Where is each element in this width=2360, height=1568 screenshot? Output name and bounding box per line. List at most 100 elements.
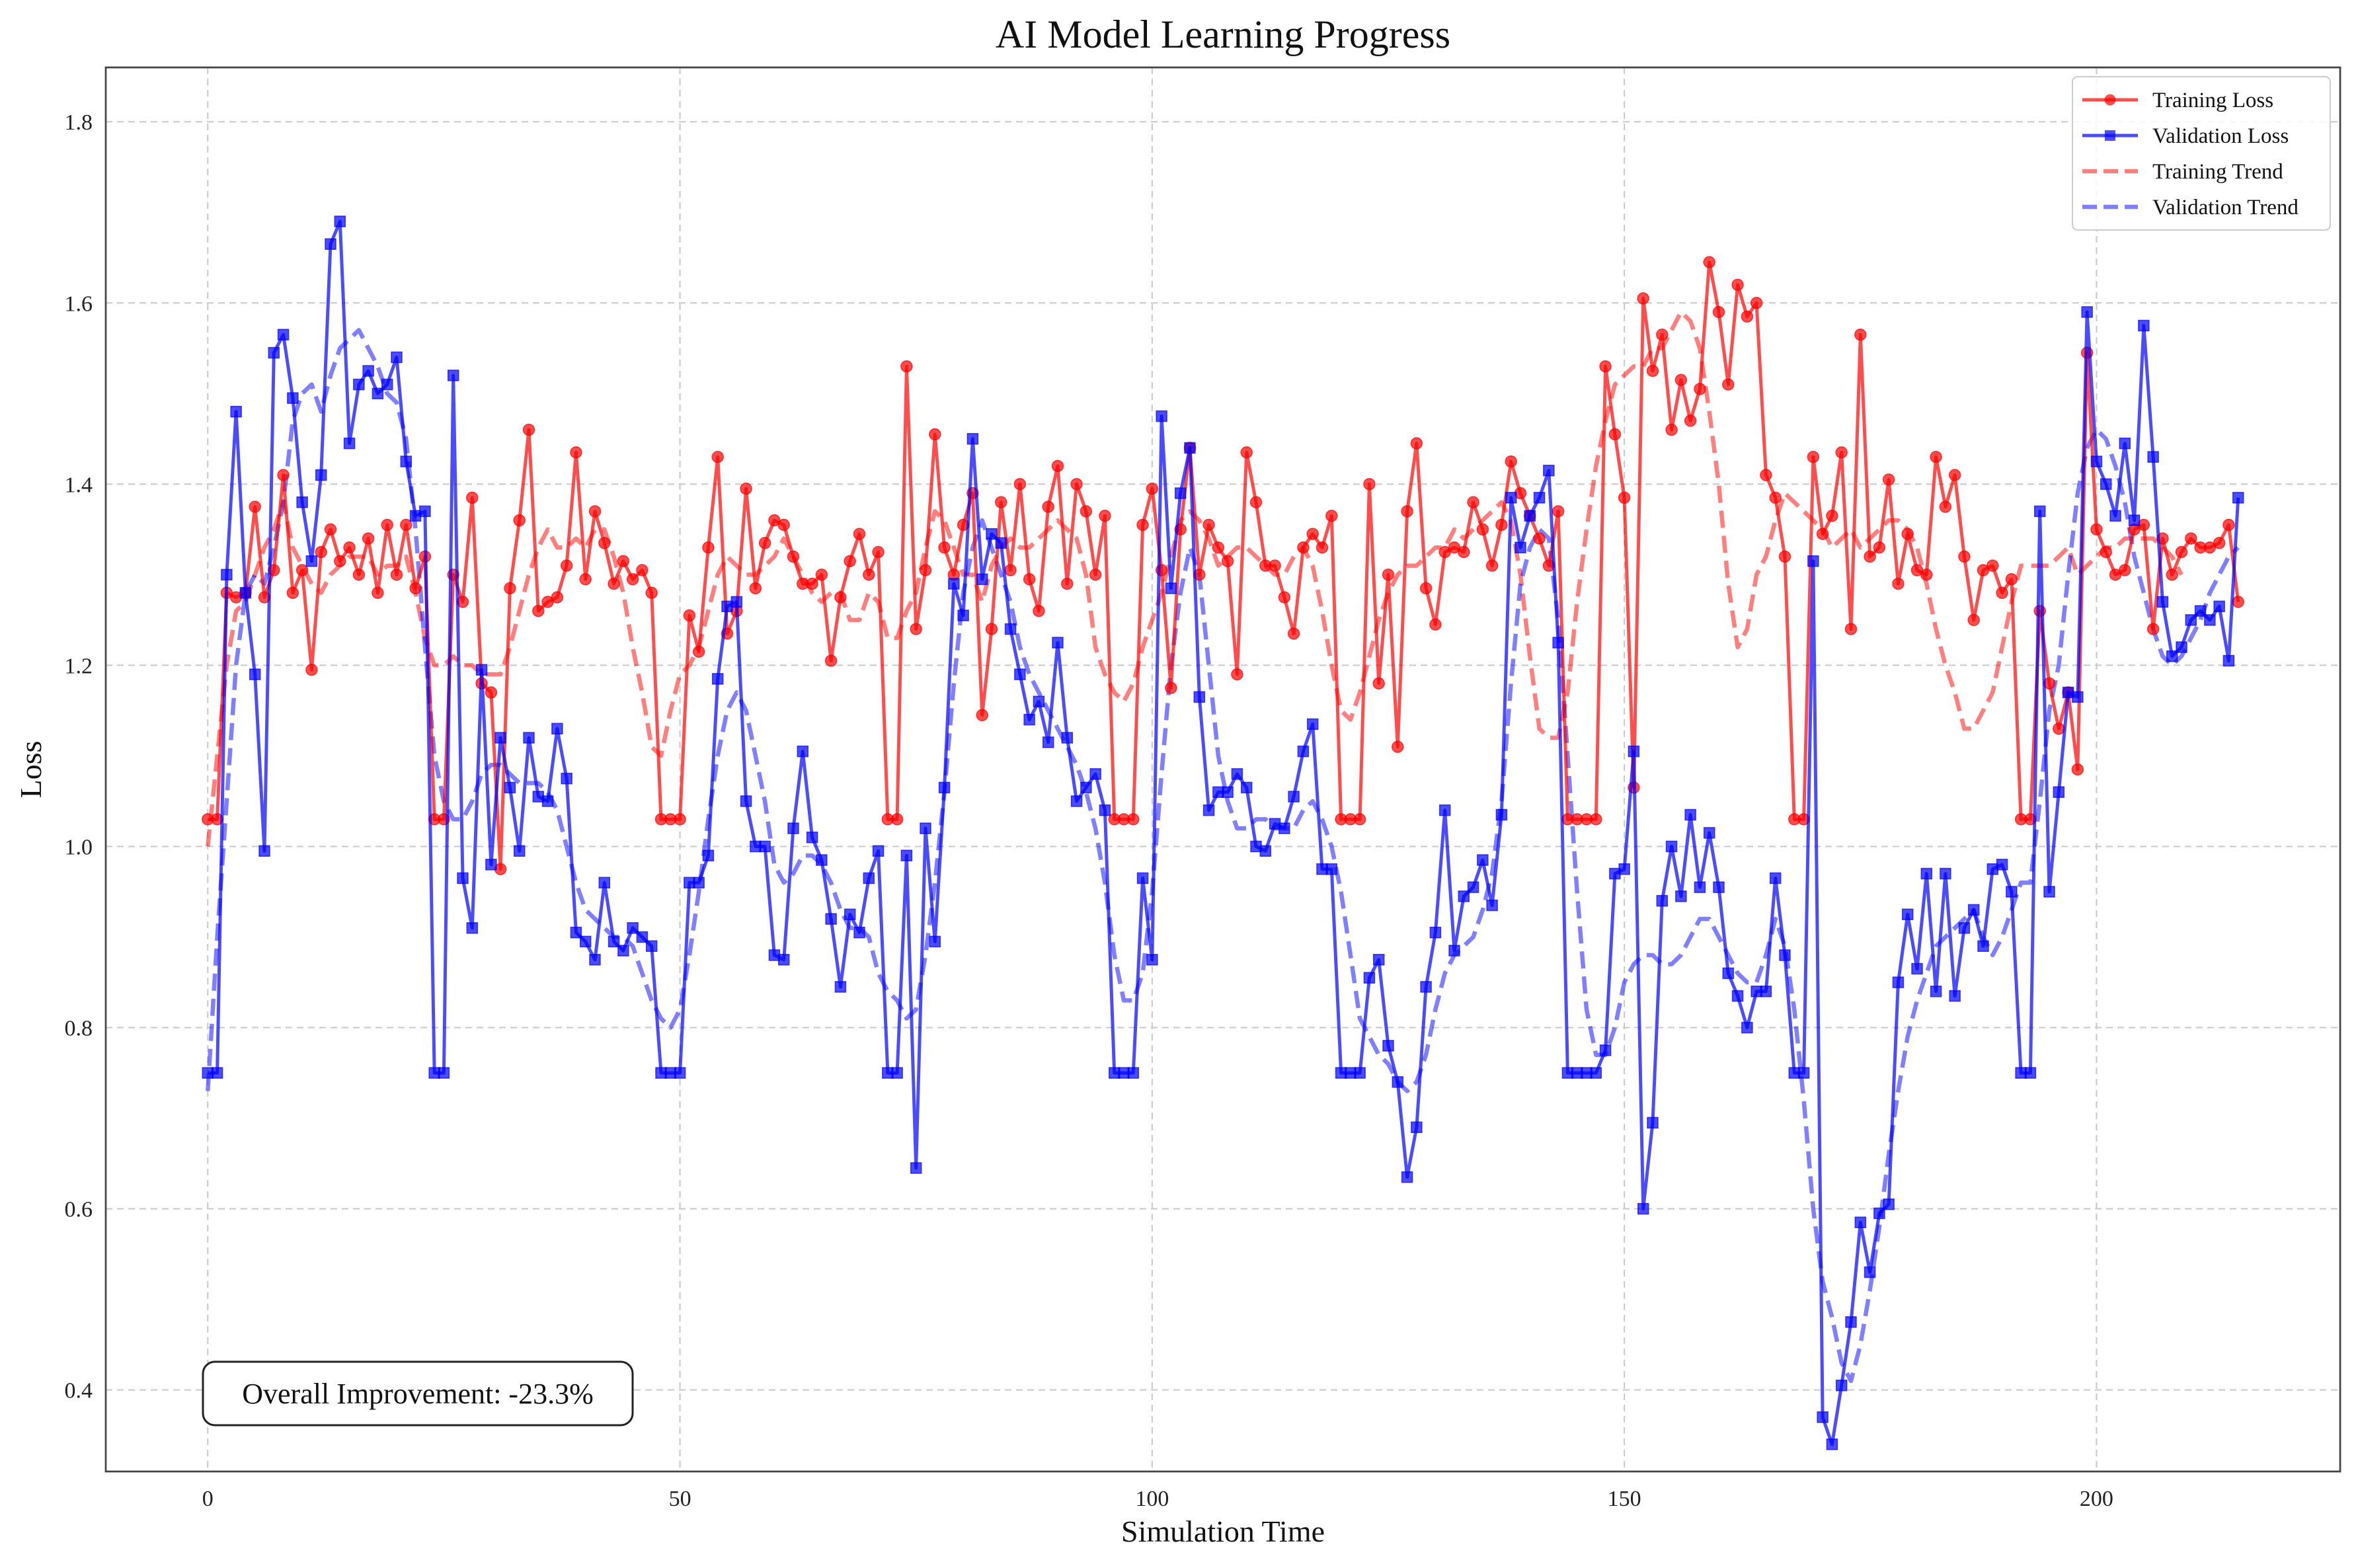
data-point	[938, 781, 951, 794]
data-point	[1146, 482, 1159, 495]
data-point	[343, 437, 356, 450]
data-point	[2194, 605, 2207, 617]
data-point	[1637, 1202, 1649, 1215]
data-point	[513, 845, 526, 857]
data-point	[2006, 886, 2018, 898]
data-point	[2176, 641, 2187, 653]
data-point	[532, 604, 545, 617]
data-point	[475, 664, 488, 676]
data-point	[2053, 723, 2065, 735]
data-point	[230, 405, 242, 418]
data-point	[1401, 1171, 1413, 1183]
x-tick-label: 100	[1135, 1487, 1169, 1511]
data-point	[1184, 442, 1196, 454]
data-point	[1363, 972, 1376, 984]
data-point	[995, 537, 1007, 549]
legend-entries: Training Loss Validation Loss Training Tre…	[2082, 89, 2299, 219]
data-point	[777, 954, 790, 966]
validation-loss-series	[202, 216, 2244, 1450]
data-point	[2005, 572, 2018, 586]
data-point	[1495, 518, 1508, 531]
data-point	[579, 572, 592, 586]
data-point	[305, 664, 318, 676]
data-point	[1674, 373, 1688, 387]
data-point	[362, 532, 375, 545]
data-point	[1127, 1067, 1140, 1079]
annotation-box	[202, 1360, 634, 1427]
data-point	[1779, 949, 1791, 961]
data-point	[2166, 650, 2178, 662]
data-point	[315, 469, 327, 481]
data-point	[1731, 278, 1744, 292]
data-point	[541, 795, 554, 807]
data-point	[1864, 550, 1876, 563]
data-point	[683, 609, 696, 622]
data-point	[910, 623, 922, 635]
data-point	[2119, 437, 2131, 450]
data-point	[1647, 1117, 1659, 1129]
data-point	[1070, 795, 1083, 807]
data-point	[1930, 985, 1942, 998]
data-point	[353, 378, 365, 391]
data-point	[1014, 668, 1026, 680]
series-layer	[202, 216, 2244, 1450]
data-point	[1458, 890, 1470, 902]
y-tick-label: 1.4	[65, 473, 93, 497]
data-point	[1741, 310, 1754, 323]
y-tick-label: 1.8	[65, 110, 93, 135]
data-point	[891, 1067, 903, 1079]
legend-label: Validation Loss	[2152, 124, 2289, 148]
data-point	[929, 428, 941, 441]
data-point	[1694, 383, 1706, 395]
data-point	[1099, 510, 1111, 522]
data-point	[1778, 550, 1791, 563]
data-point	[777, 518, 790, 531]
data-point	[1618, 863, 1630, 875]
data-point	[1533, 532, 1546, 545]
data-point	[2033, 505, 2046, 518]
data-point	[400, 455, 413, 467]
data-point	[1883, 1198, 1895, 1210]
data-point	[1023, 572, 1036, 586]
data-point	[1411, 1121, 1423, 1134]
data-point	[815, 568, 828, 581]
data-point	[2100, 545, 2112, 559]
data-point	[1297, 745, 1310, 758]
data-point	[579, 935, 592, 948]
data-point	[2166, 568, 2178, 581]
data-point	[1127, 813, 1140, 826]
data-point	[1741, 1021, 1753, 1034]
data-point	[872, 845, 885, 857]
data-point	[948, 578, 960, 590]
data-point	[617, 555, 630, 568]
data-point	[1703, 827, 1715, 839]
data-point	[325, 238, 336, 250]
data-point	[1940, 867, 1951, 880]
data-point	[1514, 541, 1526, 554]
plot-area	[104, 66, 2341, 1473]
data-point	[1675, 890, 1687, 902]
data-point	[1873, 1207, 1885, 1220]
data-point	[1316, 541, 1329, 554]
data-point	[1249, 496, 1263, 509]
data-point	[1835, 1380, 1848, 1392]
data-point	[1817, 1411, 1829, 1423]
data-point	[1646, 364, 1659, 377]
data-point	[1731, 990, 1744, 1002]
annotation-text: Overall Improvement: -23.3%	[242, 1378, 594, 1410]
data-point	[1986, 559, 1999, 572]
data-point	[1099, 804, 1111, 816]
data-point	[2146, 623, 2160, 635]
data-point	[1136, 872, 1149, 884]
data-point	[1958, 550, 1971, 563]
data-point	[1873, 541, 1886, 554]
data-point	[1996, 586, 2008, 600]
data-point	[929, 935, 941, 948]
data-point	[797, 745, 809, 758]
legend: Training Loss Validation Loss Training Tre…	[2072, 76, 2331, 231]
data-point	[1212, 541, 1225, 554]
data-point	[504, 781, 516, 794]
data-point	[419, 505, 431, 518]
